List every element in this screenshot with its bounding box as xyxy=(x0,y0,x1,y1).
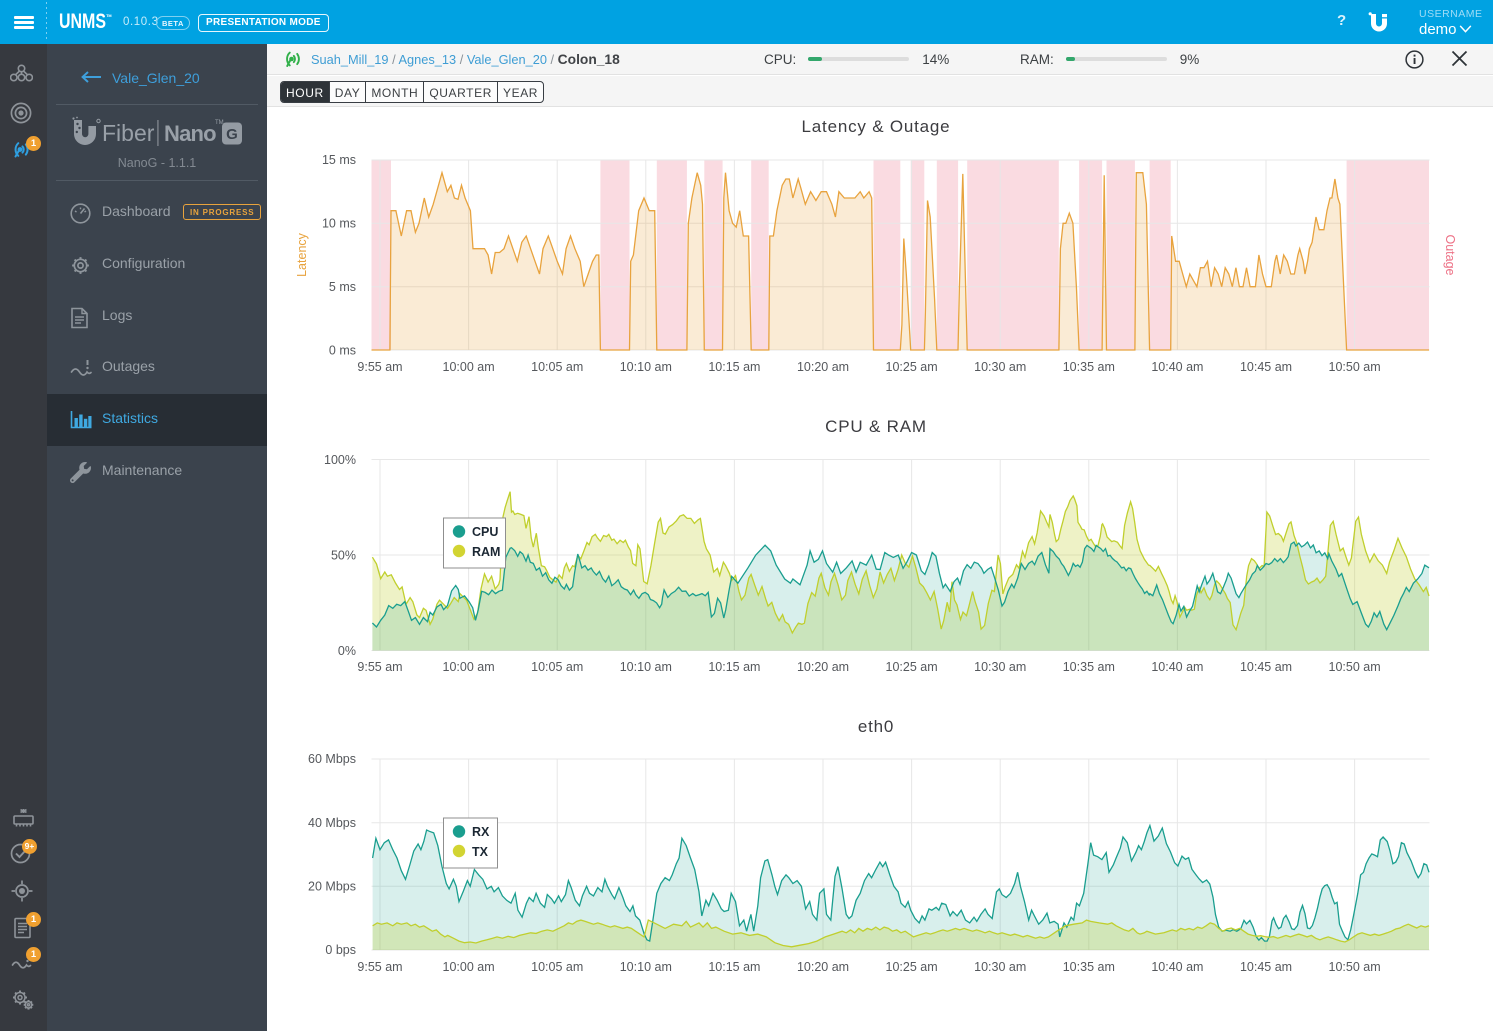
svg-text:Fiber: Fiber xyxy=(102,120,155,146)
svg-text:G: G xyxy=(226,126,238,143)
svg-text:Nano: Nano xyxy=(164,121,216,146)
svg-text:TM: TM xyxy=(215,120,224,126)
